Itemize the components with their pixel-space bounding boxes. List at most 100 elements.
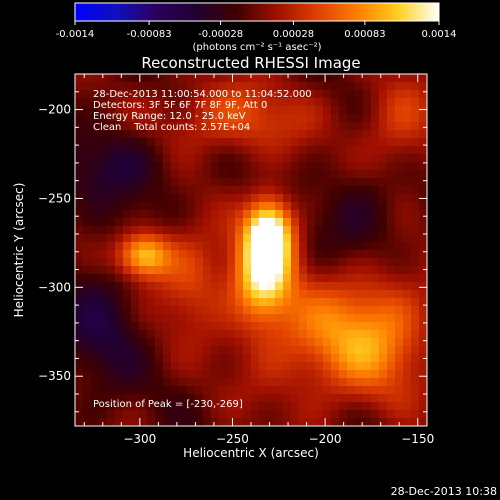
heatmap-cell (195, 394, 204, 403)
heatmap-cell (411, 114, 420, 123)
heatmap-cell (259, 130, 268, 139)
heatmap-cell (307, 378, 316, 387)
heatmap-cell (251, 378, 260, 387)
heatmap-cell (187, 98, 196, 107)
heatmap-cell (347, 154, 356, 163)
heatmap-cell (131, 242, 140, 251)
heatmap-cell (235, 210, 244, 219)
heatmap-cell (363, 346, 372, 355)
heatmap-cell (163, 250, 172, 259)
heatmap-cell (83, 210, 92, 219)
heatmap-cell (171, 386, 180, 395)
heatmap-cell (251, 90, 260, 99)
heatmap-cell (259, 282, 268, 291)
heatmap-cell (395, 402, 404, 411)
heatmap-cell (115, 410, 124, 419)
heatmap-cell (155, 290, 164, 299)
heatmap-cell (275, 194, 284, 203)
heatmap-cell (187, 162, 196, 171)
colorbar-tick-label: 0.00028 (273, 29, 314, 40)
heatmap-cell (259, 234, 268, 243)
heatmap-cell (195, 90, 204, 99)
heatmap-cell (219, 394, 228, 403)
heatmap-cell (323, 242, 332, 251)
heatmap-cell (155, 258, 164, 267)
heatmap-cell (139, 98, 148, 107)
heatmap-cell (299, 370, 308, 379)
heatmap-cell (107, 370, 116, 379)
heatmap-cell (227, 186, 236, 195)
heatmap-cell (171, 186, 180, 195)
heatmap-cell (155, 250, 164, 259)
heatmap-cell (187, 314, 196, 323)
heatmap-cell (395, 346, 404, 355)
heatmap-cell (139, 146, 148, 155)
heatmap-cell (163, 370, 172, 379)
heatmap-cell (307, 234, 316, 243)
heatmap-cell (331, 290, 340, 299)
heatmap-cell (139, 410, 148, 419)
heatmap-cell (155, 138, 164, 147)
heatmap-cell (307, 130, 316, 139)
heatmap-cell (411, 306, 420, 315)
heatmap-cell (171, 122, 180, 131)
heatmap-cell (235, 170, 244, 179)
heatmap-cell (171, 258, 180, 267)
heatmap-cell (91, 330, 100, 339)
heatmap-cell (243, 354, 252, 363)
heatmap-cell (91, 146, 100, 155)
heatmap-cell (259, 314, 268, 323)
heatmap-cell (419, 98, 427, 107)
colorbar-tick-label: 0.00083 (344, 29, 385, 40)
heatmap-cell (259, 370, 268, 379)
heatmap-cell (339, 402, 348, 411)
heatmap-cell (219, 186, 228, 195)
heatmap-cell (139, 202, 148, 211)
heatmap-cell (283, 154, 292, 163)
heatmap-cell (283, 402, 292, 411)
heatmap-cell (323, 250, 332, 259)
heatmap-cell (403, 306, 412, 315)
heatmap-cell (155, 210, 164, 219)
heatmap-cell (99, 122, 108, 131)
heatmap-cell (283, 170, 292, 179)
heatmap-cell (259, 290, 268, 299)
heatmap-cell (267, 410, 276, 419)
heatmap-cell (107, 234, 116, 243)
heatmap-cell (187, 122, 196, 131)
heatmap-cell (75, 282, 84, 291)
heatmap-cell (411, 138, 420, 147)
heatmap-cell (251, 258, 260, 267)
heatmap-cell (275, 378, 284, 387)
heatmap-cell (227, 298, 236, 307)
heatmap-cell (179, 106, 188, 115)
heatmap-cell (283, 90, 292, 99)
heatmap-cell (243, 386, 252, 395)
heatmap-cell (339, 306, 348, 315)
colorbar-ticks: -0.0014 -0.00083 -0.00028 0.00028 0.00083 0.0… (56, 21, 457, 40)
heatmap-cell (219, 130, 228, 139)
heatmap-cell (179, 298, 188, 307)
heatmap-cell (187, 178, 196, 187)
heatmap-cell (331, 250, 340, 259)
heatmap-cell (379, 274, 388, 283)
heatmap-cell (419, 130, 427, 139)
heatmap-cell (107, 114, 116, 123)
heatmap-cell (307, 114, 316, 123)
heatmap-cell (139, 106, 148, 115)
heatmap-cell (75, 74, 84, 83)
heatmap-cell (379, 122, 388, 131)
heatmap-cell (387, 258, 396, 267)
heatmap-cell (203, 146, 212, 155)
heatmap-cell (243, 330, 252, 339)
heatmap-cell (347, 418, 356, 426)
heatmap-cell (227, 354, 236, 363)
heatmap-cell (355, 90, 364, 99)
heatmap-cell (347, 162, 356, 171)
heatmap-cell (155, 418, 164, 426)
heatmap-cell (347, 386, 356, 395)
heatmap-cell (323, 266, 332, 275)
heatmap-cell (211, 194, 220, 203)
heatmap-cell (315, 258, 324, 267)
heatmap-cell (379, 234, 388, 243)
